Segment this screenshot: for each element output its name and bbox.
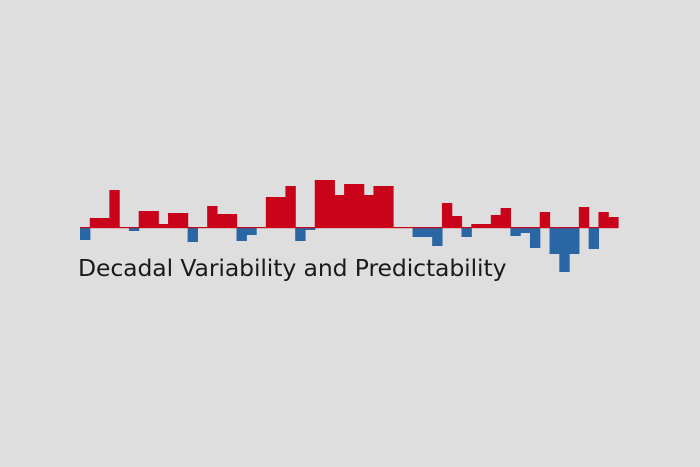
bar bbox=[588, 228, 600, 249]
bar bbox=[578, 207, 590, 228]
bar bbox=[520, 228, 531, 233]
bar bbox=[608, 217, 619, 228]
bar bbox=[80, 228, 91, 240]
bar bbox=[109, 190, 120, 228]
bar bbox=[236, 228, 247, 241]
bar bbox=[128, 228, 140, 231]
bar bbox=[295, 228, 306, 241]
bar bbox=[265, 197, 277, 228]
bar bbox=[461, 228, 472, 237]
bar bbox=[207, 206, 218, 228]
bar bbox=[187, 228, 198, 242]
bar bbox=[559, 228, 570, 272]
bar bbox=[334, 195, 345, 228]
bar bbox=[304, 228, 316, 230]
bar bbox=[89, 218, 101, 228]
bar bbox=[158, 224, 169, 228]
baseline bbox=[80, 227, 618, 229]
bar bbox=[373, 186, 384, 228]
bar bbox=[138, 211, 150, 228]
page-title: Decadal Variability and Predictability bbox=[78, 254, 507, 282]
bar bbox=[285, 186, 296, 228]
bar bbox=[422, 228, 433, 237]
bar bbox=[481, 224, 492, 228]
bar bbox=[344, 184, 355, 228]
bar bbox=[177, 213, 189, 228]
bar bbox=[324, 180, 335, 228]
bar bbox=[529, 228, 541, 248]
bar bbox=[383, 186, 394, 228]
bar bbox=[569, 228, 580, 254]
bar bbox=[226, 214, 238, 228]
bar bbox=[500, 208, 511, 228]
bars-group bbox=[80, 180, 619, 272]
bar bbox=[99, 218, 110, 228]
bar bbox=[412, 228, 423, 237]
bar bbox=[168, 213, 179, 228]
bar bbox=[451, 216, 463, 228]
bar bbox=[471, 224, 482, 228]
bar bbox=[441, 203, 453, 228]
bar bbox=[490, 215, 502, 228]
bar bbox=[539, 212, 551, 228]
bar bbox=[148, 211, 159, 228]
bar bbox=[246, 228, 257, 235]
bar bbox=[216, 214, 228, 228]
bar bbox=[510, 228, 521, 236]
bar bbox=[363, 195, 375, 228]
bar bbox=[598, 212, 609, 228]
bar bbox=[353, 184, 365, 228]
bar bbox=[432, 228, 443, 246]
bar bbox=[549, 228, 560, 254]
bar bbox=[275, 197, 287, 228]
bar bbox=[314, 180, 326, 228]
